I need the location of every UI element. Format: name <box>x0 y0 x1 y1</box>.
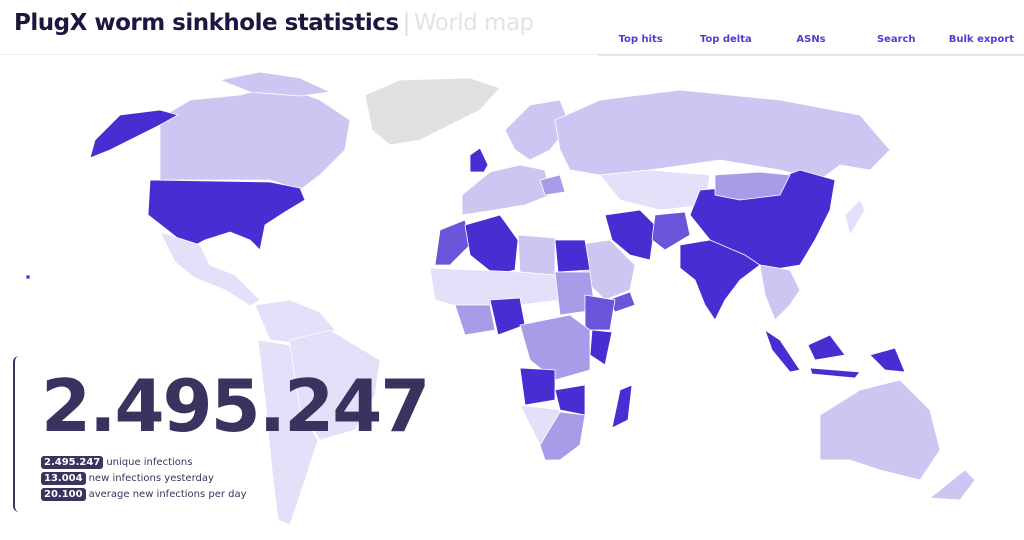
country-indonesia[interactable] <box>764 329 801 373</box>
country-uk[interactable] <box>469 147 489 173</box>
country-afghanistan[interactable] <box>651 211 691 251</box>
country-madagascar[interactable] <box>611 384 633 429</box>
country-canada[interactable] <box>159 84 351 191</box>
nav-bulk-export[interactable]: Bulk export <box>948 34 1015 45</box>
country-mongolia[interactable] <box>714 171 791 201</box>
nav-top-hits[interactable]: Top hits <box>618 34 663 45</box>
country-sahel[interactable] <box>429 267 561 311</box>
page-subtitle: World map <box>413 10 534 36</box>
stat-row: 2.495.247 unique infections <box>41 454 247 470</box>
country-kazakhstan[interactable] <box>599 169 711 211</box>
country-southeast-asia[interactable] <box>759 264 801 321</box>
country-hawaii[interactable] <box>25 274 31 280</box>
nav-bar: Top hits Top delta ASNs Search Bulk expo… <box>598 30 1024 56</box>
stat-row: 13.004 new infections yesterday <box>41 470 247 486</box>
country-eastern-europe[interactable] <box>539 174 566 196</box>
country-usa[interactable] <box>147 179 306 251</box>
country-new-zealand[interactable] <box>928 469 976 501</box>
stat-label: average new infections per day <box>88 488 247 500</box>
country-kenya[interactable] <box>589 329 613 366</box>
country-canada-islands[interactable] <box>218 71 332 97</box>
country-egypt[interactable] <box>554 239 591 273</box>
country-greenland[interactable] <box>364 77 501 146</box>
stat-value: 20.100 <box>41 487 86 501</box>
total-infections: 2.495.247 <box>41 364 430 448</box>
nav-search[interactable]: Search <box>876 34 916 45</box>
country-alaska[interactable] <box>89 109 180 159</box>
country-algeria[interactable] <box>464 214 519 276</box>
country-libya[interactable] <box>517 234 556 276</box>
nav-asns[interactable]: ASNs <box>796 34 826 45</box>
country-japan[interactable] <box>844 199 866 237</box>
stats-list: 2.495.247 unique infections 13.004 new inf… <box>41 454 247 502</box>
country-south-america-south[interactable] <box>257 339 319 526</box>
country-western-europe[interactable] <box>461 164 551 216</box>
country-ethiopia[interactable] <box>584 294 616 331</box>
nav-top-delta[interactable]: Top delta <box>699 34 752 45</box>
country-west-africa[interactable] <box>454 304 496 336</box>
divider <box>0 54 598 55</box>
country-angola[interactable] <box>519 367 556 406</box>
country-mexico[interactable] <box>159 231 261 307</box>
stats-panel: 2.495.247 2.495.247 unique infections 13.… <box>13 356 430 512</box>
country-north-africa-west[interactable] <box>434 219 471 266</box>
country-south-africa[interactable] <box>539 411 586 461</box>
country-iran[interactable] <box>604 209 656 261</box>
stat-label: new infections yesterday <box>88 472 214 484</box>
page-title: PlugX worm sinkhole statistics | World map <box>14 10 534 36</box>
country-central-africa[interactable] <box>519 314 591 381</box>
header: PlugX worm sinkhole statistics | World map… <box>0 0 1024 56</box>
stat-label: unique infections <box>106 456 193 468</box>
country-russia[interactable] <box>554 89 891 181</box>
country-india[interactable] <box>679 239 761 321</box>
stat-value: 13.004 <box>41 471 86 485</box>
stat-value: 2.495.247 <box>41 455 104 469</box>
stat-row: 20.100 average new infections per day <box>41 486 247 502</box>
country-australia[interactable] <box>819 379 941 481</box>
country-indonesia-east[interactable] <box>807 334 906 379</box>
